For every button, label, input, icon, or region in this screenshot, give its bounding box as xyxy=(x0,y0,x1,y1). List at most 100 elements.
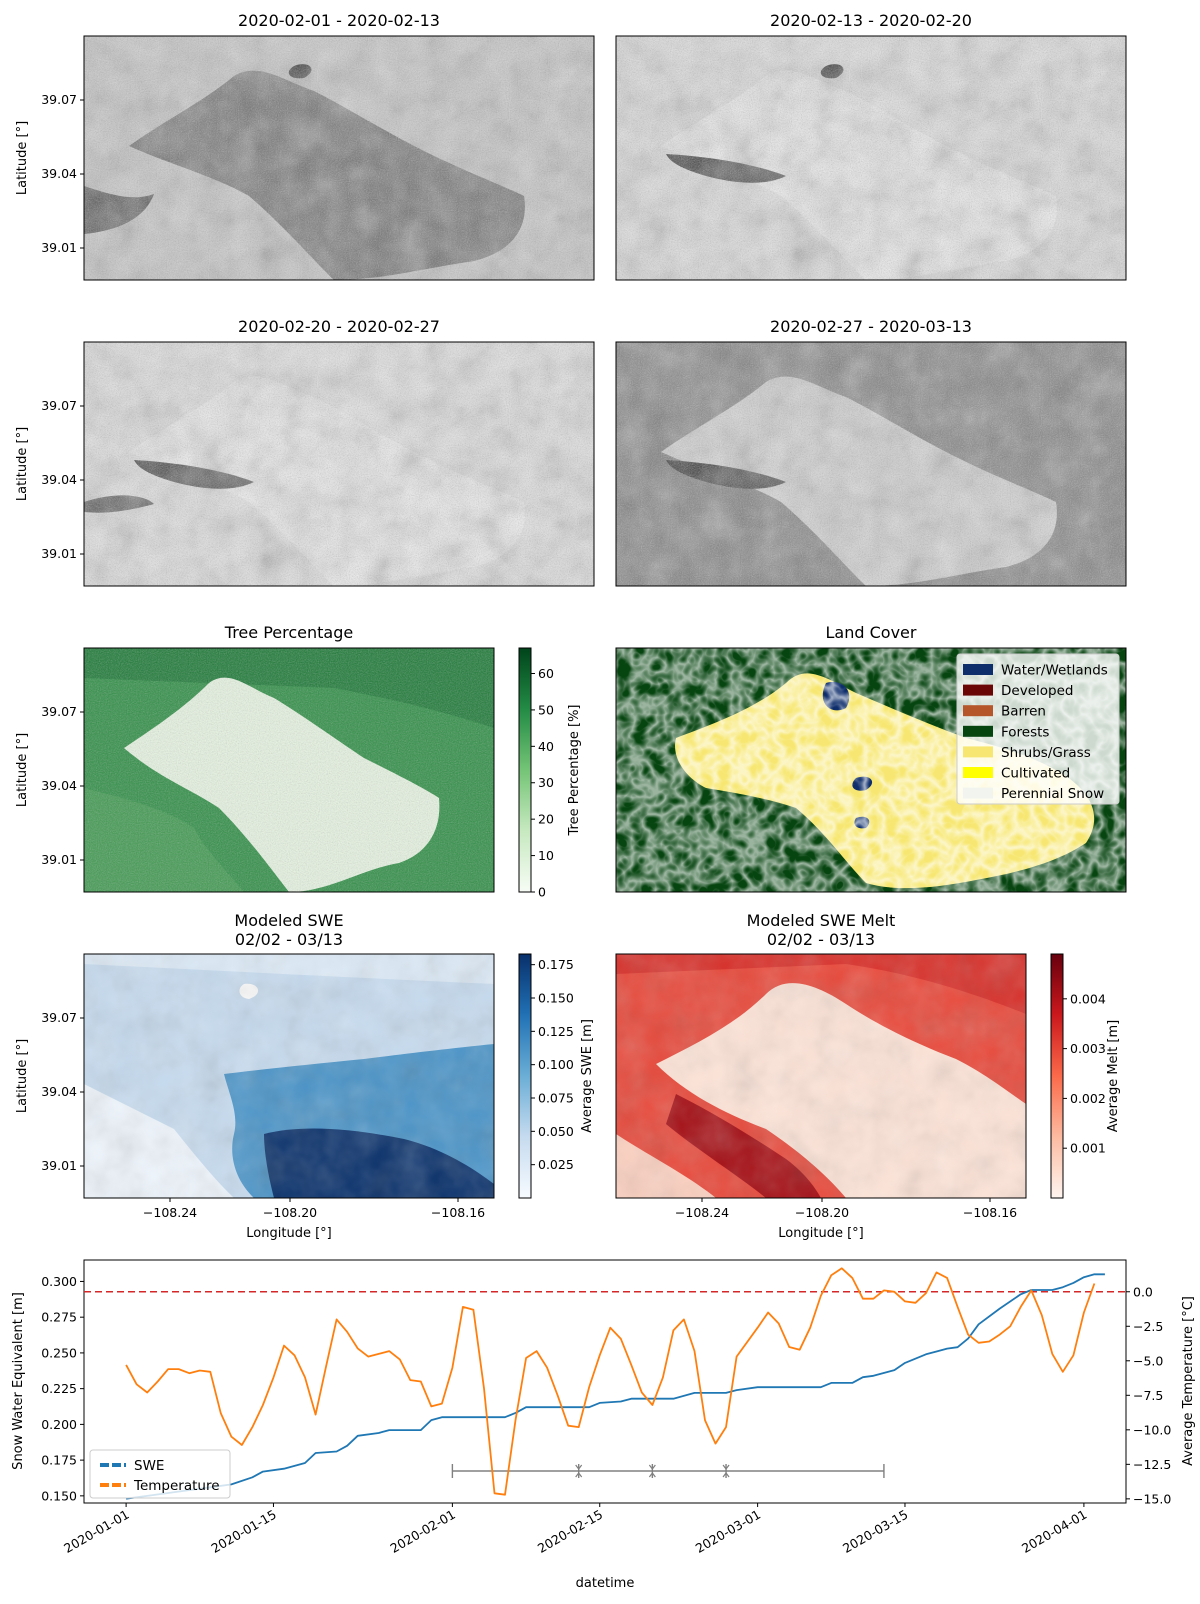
y-tick-label-left: 0.250 xyxy=(41,1345,77,1360)
sar-panel-4: 2020-02-27 - 2020-03-13 xyxy=(615,317,1127,587)
plot-frame xyxy=(83,35,595,281)
y-axis-label-right: Average Temperature [°C] xyxy=(1181,1296,1196,1466)
x-tick-label: 2020-01-01 xyxy=(61,1507,131,1556)
period-marker-arrows xyxy=(575,1464,583,1478)
y-tick-label: 39.01 xyxy=(41,546,77,561)
y-tick-label-left: 0.200 xyxy=(41,1417,77,1432)
y-tick-label: 39.07 xyxy=(41,1010,77,1025)
legend-label: Cultivated xyxy=(1001,766,1070,782)
tree-percentage-panel: Tree Percentage Latitude [°] 39.07 39.04… xyxy=(15,623,582,900)
legend-swatch xyxy=(963,787,993,799)
y-ticks: 39.07 39.04 39.01 xyxy=(41,398,84,561)
y-tick-label-left: 0.150 xyxy=(41,1488,77,1503)
y-tick-label: 39.07 xyxy=(41,92,77,107)
x-tick-label: 2020-04-01 xyxy=(1019,1507,1089,1556)
colorbar-tick-label: 0.100 xyxy=(538,1057,574,1072)
legend-swatch xyxy=(963,767,993,778)
y-tick-label: 39.04 xyxy=(41,778,77,793)
temperature-series-line xyxy=(125,1267,1096,1496)
legend-swatch xyxy=(963,746,993,758)
colorbar-label: Average Melt [m] xyxy=(1106,1020,1121,1132)
panel-title: 2020-02-01 - 2020-02-13 xyxy=(238,11,440,30)
colorbar-tick-label: 10 xyxy=(538,848,554,863)
y-tick-label-left: 0.225 xyxy=(41,1381,77,1396)
y-tick-label: 39.07 xyxy=(41,398,77,413)
x-tick-label: −108.16 xyxy=(963,1205,1017,1220)
y-tick-label: 39.04 xyxy=(41,472,77,487)
panel-title: 2020-02-20 - 2020-02-27 xyxy=(238,317,440,336)
y-axis-label: Latitude [°] xyxy=(15,427,30,501)
panel-title-line1: Modeled SWE Melt xyxy=(747,911,896,930)
legend-swatch xyxy=(963,664,993,675)
x-tick-label: 2020-03-01 xyxy=(693,1507,763,1556)
y-axis-label: Latitude [°] xyxy=(15,1039,30,1113)
legend-label: SWE xyxy=(134,1458,164,1474)
plot-frame xyxy=(83,647,495,893)
colorbar-tick-label: 0.003 xyxy=(1070,1041,1106,1056)
panel-title: 2020-02-27 - 2020-03-13 xyxy=(770,317,972,336)
period-marker-arrows xyxy=(722,1464,730,1478)
x-tick-label: −108.24 xyxy=(143,1205,197,1220)
y-ticks: 39.07 39.04 39.01 xyxy=(41,1010,84,1173)
legend-label: Forests xyxy=(1001,724,1049,740)
colorbar-label: Tree Percentage [%] xyxy=(567,705,582,837)
x-axis-label: Longitude [°] xyxy=(246,1226,331,1241)
legend-label: Water/Wetlands xyxy=(1001,663,1108,679)
colorbar-tick-label: 20 xyxy=(538,812,554,827)
plot-frame xyxy=(615,953,1027,1199)
plot-frame xyxy=(83,341,595,587)
y-tick-label: 39.01 xyxy=(41,852,77,867)
legend-swatch xyxy=(963,705,993,717)
timeseries-legend: SWE Temperature xyxy=(89,1449,231,1499)
colorbar-tick-label: 0.004 xyxy=(1070,991,1106,1006)
y-tick-label: 39.01 xyxy=(41,240,77,255)
x-tick-label: 2020-02-15 xyxy=(535,1507,605,1556)
legend-label: Barren xyxy=(1001,704,1046,720)
legend-swatch xyxy=(963,725,993,737)
panel-title: Land Cover xyxy=(826,623,917,642)
sar-panel-3: 2020-02-20 - 2020-02-27 Latitude [°] 39.… xyxy=(15,317,595,587)
y-axis-label: Latitude [°] xyxy=(15,121,30,195)
period-marker-arrows xyxy=(648,1464,656,1478)
y-axis-label: Latitude [°] xyxy=(15,733,30,807)
y-tick-label-left: 0.300 xyxy=(41,1274,77,1289)
legend-label: Shrubs/Grass xyxy=(1001,745,1091,761)
colorbar-tick-label: 0 xyxy=(538,885,546,900)
plot-frame xyxy=(83,953,495,1199)
plot-frame xyxy=(83,1259,1127,1504)
panel-title-line2: 02/02 - 03/13 xyxy=(767,930,875,949)
legend-label: Perennial Snow xyxy=(1001,786,1104,802)
y-tick-label-right: −15.0 xyxy=(1133,1491,1171,1506)
colorbar-label: Average SWE [m] xyxy=(580,1019,595,1133)
swe-colorbar: 0.025 0.050 0.075 0.100 0.125 0.150 0.175 Aver… xyxy=(518,953,595,1199)
x-tick-label: −108.16 xyxy=(431,1205,485,1220)
y-tick-label-left: 0.175 xyxy=(41,1453,77,1468)
x-tick-label: −108.24 xyxy=(675,1205,729,1220)
x-tick-label: −108.20 xyxy=(795,1205,849,1220)
y-tick-label: 39.04 xyxy=(41,1084,77,1099)
x-axis-label: Longitude [°] xyxy=(778,1226,863,1241)
panel-title: Tree Percentage xyxy=(224,623,353,642)
y-axis-label-left: Snow Water Equivalent [m] xyxy=(11,1292,26,1470)
y-tick-label: 39.07 xyxy=(41,704,77,719)
melt-colorbar: 0.001 0.002 0.003 0.004 Average Melt [m] xyxy=(1050,953,1121,1199)
x-tick-label: 2020-03-15 xyxy=(840,1507,910,1556)
y-tick-label-right: −5.0 xyxy=(1133,1353,1163,1368)
x-ticks: −108.24 −108.20 −108.16 xyxy=(675,1198,1017,1220)
colorbar-tick-label: 50 xyxy=(538,702,554,717)
colorbar-tick-label: 0.125 xyxy=(538,1024,574,1039)
colorbar-tick-label: 60 xyxy=(538,666,554,681)
colorbar-tick-label: 0.075 xyxy=(538,1091,574,1106)
y-tick-label: 39.04 xyxy=(41,166,77,181)
sar-panel-2: 2020-02-13 - 2020-02-20 xyxy=(615,11,1127,281)
y-tick-label-right: −7.5 xyxy=(1133,1388,1163,1403)
colorbar-tick-label: 0.002 xyxy=(1070,1091,1106,1106)
x-axis-label: datetime xyxy=(576,1576,635,1591)
modeled-melt-panel: Modeled SWE Melt 02/02 - 03/13 −108.24 −… xyxy=(615,911,1121,1241)
legend-label: Temperature xyxy=(133,1478,220,1494)
colorbar-tick-label: 0.001 xyxy=(1070,1141,1106,1156)
plot-frame xyxy=(615,647,1127,893)
y-tick-label: 39.01 xyxy=(41,1158,77,1173)
plot-frame xyxy=(615,341,1127,587)
